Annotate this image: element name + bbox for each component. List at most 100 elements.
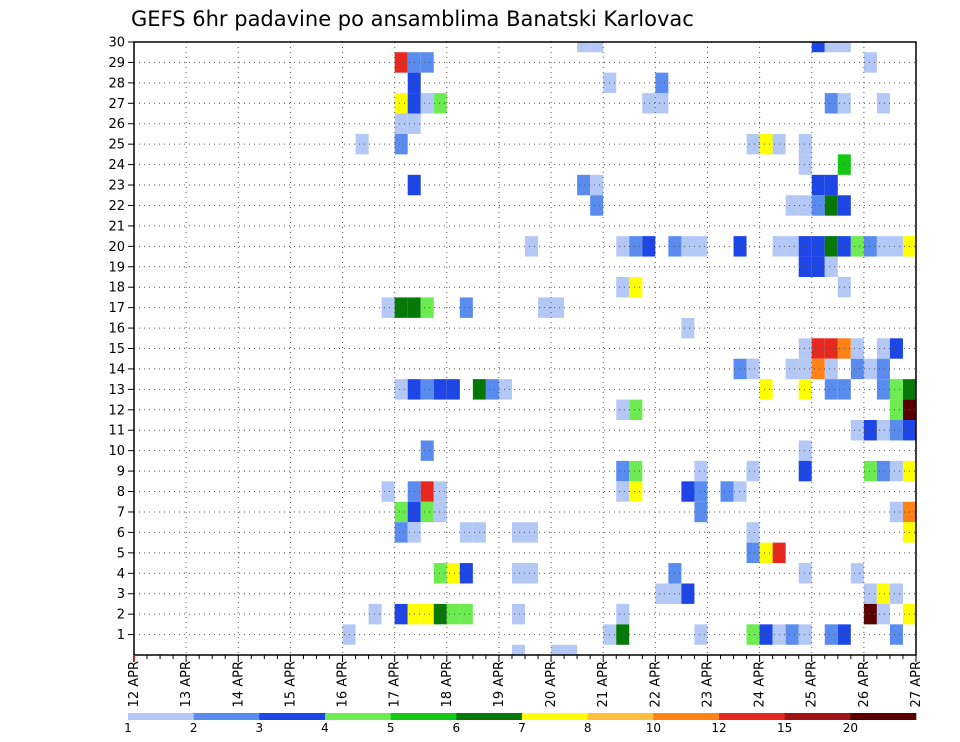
x-tick-label: 19 APR bbox=[492, 661, 507, 707]
heatmap-cell bbox=[420, 603, 434, 625]
heatmap-cell bbox=[498, 379, 512, 400]
colorbar-label: 7 bbox=[518, 721, 526, 735]
heatmap-cell bbox=[798, 195, 812, 216]
y-tick-label: 5 bbox=[117, 546, 125, 561]
heatmap-cell bbox=[863, 603, 877, 625]
heatmap-cell bbox=[733, 481, 747, 502]
heatmap-cell bbox=[616, 460, 630, 482]
heatmap-cell bbox=[759, 133, 773, 155]
heatmap-cell bbox=[629, 236, 643, 257]
heatmap-cell bbox=[889, 236, 903, 257]
chart-title: GEFS 6hr padavine po ansamblima Banatski… bbox=[131, 7, 694, 31]
heatmap-cell bbox=[863, 583, 877, 604]
heatmap-cell bbox=[394, 297, 408, 318]
heatmap-cell bbox=[746, 522, 760, 543]
heatmap-cell bbox=[394, 522, 408, 543]
heatmap-cell bbox=[433, 501, 447, 523]
heatmap-cell bbox=[655, 72, 669, 94]
heatmap-cell bbox=[876, 93, 890, 114]
heatmap-cell bbox=[394, 603, 408, 625]
heatmap-cell bbox=[681, 236, 695, 257]
heatmap-cell bbox=[694, 501, 708, 523]
heatmap-cell bbox=[876, 358, 890, 380]
heatmap-cell bbox=[811, 174, 825, 196]
heatmap-cell bbox=[511, 644, 525, 655]
heatmap-cell bbox=[616, 481, 630, 502]
heatmap-cell bbox=[420, 52, 434, 73]
y-tick-label: 14 bbox=[108, 362, 125, 377]
heatmap-cell bbox=[824, 624, 838, 645]
heatmap-cell bbox=[420, 93, 434, 114]
heatmap-cell bbox=[811, 195, 825, 216]
x-tick-label: 16 APR bbox=[336, 661, 351, 707]
heatmap-cell bbox=[459, 563, 473, 584]
heatmap-cell bbox=[798, 256, 812, 277]
heatmap-cell bbox=[394, 379, 408, 400]
x-tick-label: 15 APR bbox=[283, 661, 298, 707]
y-tick-label: 25 bbox=[108, 138, 125, 153]
colorbar-label: 3 bbox=[256, 721, 264, 735]
heatmap-cell bbox=[746, 624, 760, 645]
heatmap-cell bbox=[850, 236, 864, 257]
heatmap-cell bbox=[837, 42, 851, 53]
heatmap-cell bbox=[433, 379, 447, 400]
heatmap-cells bbox=[342, 42, 916, 655]
heatmap-cell bbox=[616, 624, 630, 645]
heatmap-cell bbox=[798, 379, 812, 400]
heatmap-cell bbox=[420, 440, 434, 461]
y-tick-label: 29 bbox=[108, 56, 125, 71]
heatmap-cell bbox=[889, 379, 903, 400]
heatmap-cell bbox=[551, 644, 565, 655]
x-tick-label: 24 APR bbox=[753, 661, 768, 707]
y-tick-label: 11 bbox=[108, 424, 125, 439]
y-tick-label: 24 bbox=[108, 158, 125, 173]
heatmap-cell bbox=[616, 276, 630, 298]
colorbar-label: 5 bbox=[387, 721, 395, 735]
heatmap-cell bbox=[889, 399, 903, 421]
heatmap-cell bbox=[733, 358, 747, 380]
y-tick-label: 4 bbox=[117, 567, 125, 582]
heatmap-cell bbox=[629, 460, 643, 482]
heatmap-cell bbox=[824, 256, 838, 277]
heatmap-cell bbox=[590, 174, 604, 196]
y-tick-label: 19 bbox=[108, 260, 125, 275]
y-tick-label: 28 bbox=[108, 76, 125, 91]
y-tick-label: 2 bbox=[117, 608, 125, 623]
heatmap-cell bbox=[394, 52, 408, 73]
colorbar-swatch bbox=[193, 713, 260, 720]
heatmap-cell bbox=[642, 236, 656, 257]
heatmap-cell bbox=[811, 338, 825, 359]
colorbar-swatch bbox=[259, 713, 326, 720]
heatmap-cell bbox=[746, 460, 760, 482]
y-tick-label: 10 bbox=[108, 444, 125, 459]
y-tick-label: 27 bbox=[108, 97, 125, 112]
heatmap-cell bbox=[733, 236, 747, 257]
y-tick-label: 15 bbox=[108, 342, 125, 357]
heatmap-cell bbox=[616, 236, 630, 257]
y-tick-label: 7 bbox=[117, 505, 125, 520]
heatmap-cell bbox=[694, 624, 708, 645]
heatmap-cell bbox=[759, 379, 773, 400]
y-tick-label: 9 bbox=[117, 465, 125, 480]
colorbar-swatch bbox=[522, 713, 588, 720]
heatmap-cell bbox=[655, 93, 669, 114]
heatmap-cell bbox=[485, 379, 499, 400]
heatmap-cell bbox=[850, 563, 864, 584]
heatmap-cell bbox=[694, 481, 708, 502]
colorbar-label: 15 bbox=[777, 721, 792, 735]
heatmap-cell bbox=[394, 93, 408, 114]
heatmap-cell bbox=[785, 195, 799, 216]
heatmap-cell bbox=[811, 358, 825, 380]
heatmap-cell bbox=[629, 481, 643, 502]
heatmap-cell bbox=[746, 358, 760, 380]
heatmap-cell bbox=[355, 133, 369, 155]
colorbar-swatch bbox=[784, 713, 851, 720]
heatmap-cell bbox=[681, 317, 695, 339]
colorbar-label: 4 bbox=[321, 721, 329, 735]
heatmap-cell bbox=[850, 420, 864, 441]
heatmap-cell bbox=[824, 236, 838, 257]
heatmap-cell bbox=[811, 236, 825, 257]
heatmap-cell bbox=[889, 501, 903, 523]
heatmap-cell bbox=[746, 133, 760, 155]
